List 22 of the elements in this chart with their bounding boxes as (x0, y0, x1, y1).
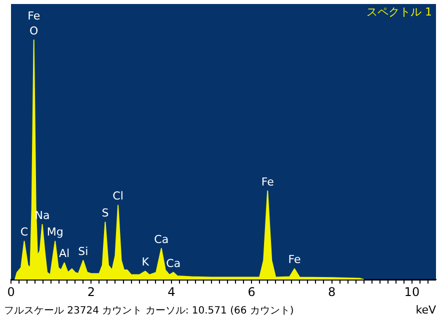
annotation: S (102, 206, 109, 220)
annotation: Ca (166, 256, 181, 270)
annotation: Fe (261, 175, 274, 188)
x-tick-label: 2 (87, 284, 96, 299)
x-tick-label: 4 (168, 284, 176, 299)
annotation: Ca (154, 232, 169, 246)
annotation: Si (78, 244, 88, 258)
annotation: Mg (46, 226, 64, 239)
x-tick-label: 0 (7, 284, 15, 299)
text: フルスケール 23724 カウント カーソル: 10.571 (66 カウント) (4, 306, 294, 317)
annotation: Fe (288, 253, 301, 266)
x-tick-label: 8 (328, 284, 336, 299)
annotation: K (142, 256, 150, 269)
text: スペクトル 1 (366, 5, 432, 18)
x-tick-label: 10 (404, 284, 420, 299)
x-axis-title: keV (416, 303, 436, 316)
annotation: Fe (28, 9, 40, 22)
annotation: Cl (112, 190, 124, 203)
annotation: Al (59, 247, 70, 260)
annotation: C (20, 226, 28, 239)
annotation: O (30, 24, 39, 38)
x-tick-label: 6 (248, 284, 256, 299)
